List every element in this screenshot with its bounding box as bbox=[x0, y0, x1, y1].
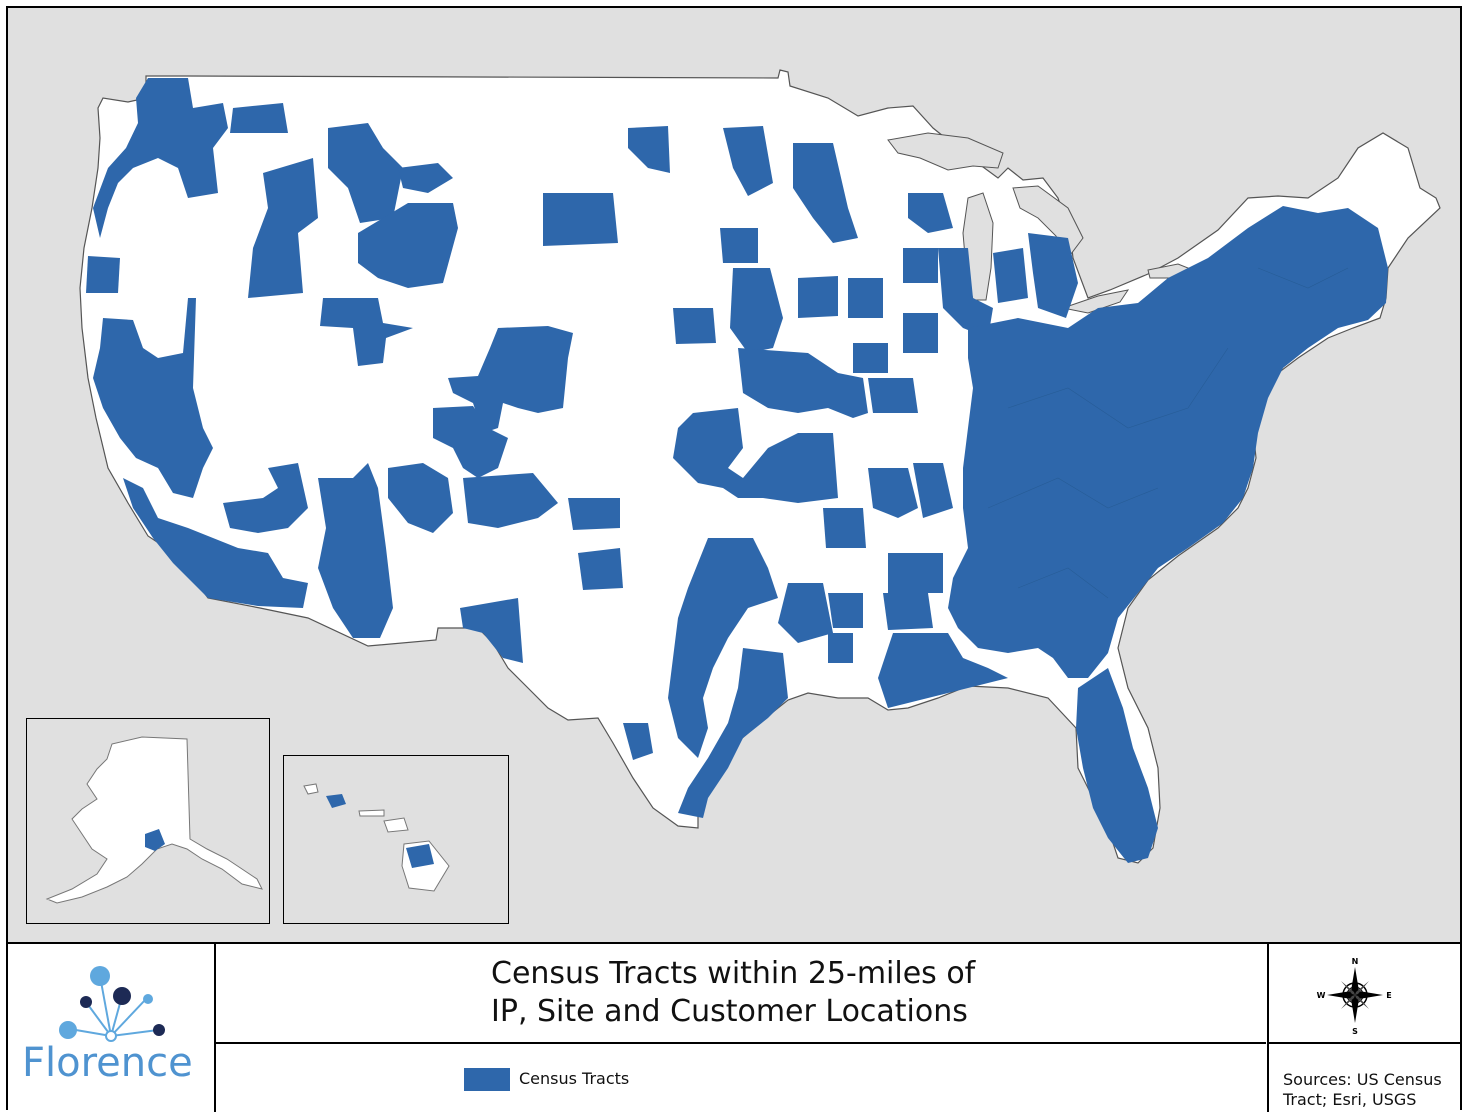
compass-south-label: S bbox=[1352, 1027, 1358, 1036]
tract-line bbox=[1257, 267, 1349, 289]
map-title-line-2: IP, Site and Customer Locations bbox=[491, 994, 968, 1029]
title-panel: Census Tracts within 25-miles of IP, Sit… bbox=[216, 944, 1266, 1044]
lake-superior bbox=[887, 132, 1004, 171]
alaska-map-svg bbox=[45, 736, 263, 904]
contiguous-us-map bbox=[8, 8, 1460, 942]
tract-cluster bbox=[853, 343, 888, 373]
tract-line bbox=[987, 477, 1159, 509]
big-island-tracts bbox=[406, 844, 434, 868]
tract-cluster bbox=[123, 478, 308, 608]
tract-cluster bbox=[230, 103, 288, 133]
hawaii-inset bbox=[283, 755, 509, 924]
tract-cluster bbox=[993, 248, 1028, 303]
tract-cluster bbox=[248, 158, 318, 298]
map-title-block: Florence Census Tracts within 25-miles o… bbox=[8, 942, 1462, 1112]
tract-cluster bbox=[668, 538, 778, 758]
tract-cluster bbox=[433, 406, 508, 478]
tract-cluster bbox=[388, 463, 453, 533]
tract-cluster bbox=[868, 468, 918, 518]
molecule-network-icon bbox=[59, 966, 165, 1042]
tract-cluster bbox=[823, 508, 866, 548]
tract-cluster bbox=[868, 378, 918, 413]
legend-panel: Census Tracts bbox=[216, 1044, 1266, 1112]
legend-label-census-tracts: Census Tracts bbox=[519, 1069, 630, 1088]
oahu-island bbox=[326, 794, 346, 808]
tract-cluster bbox=[1028, 233, 1078, 318]
molokai-island bbox=[358, 809, 385, 817]
tract-cluster bbox=[320, 298, 413, 366]
sources-text: Sources: US Census Tract; Esri, USGS bbox=[1283, 1070, 1442, 1109]
tract-cluster bbox=[318, 463, 393, 638]
compass-north-label: N bbox=[1352, 957, 1359, 966]
tract-cluster bbox=[398, 163, 453, 193]
kauai-island bbox=[303, 783, 319, 795]
tract-cluster bbox=[828, 593, 863, 628]
tract-cluster bbox=[628, 126, 670, 173]
tract-cluster bbox=[460, 598, 523, 663]
tract-cluster bbox=[93, 78, 228, 238]
tract-cluster bbox=[93, 298, 213, 498]
tract-cluster bbox=[358, 203, 458, 288]
tract-cluster bbox=[223, 463, 308, 533]
tract-cluster bbox=[578, 548, 623, 590]
tract-cluster bbox=[903, 313, 938, 353]
tract-cluster bbox=[328, 123, 403, 223]
legend-swatch-census-tracts bbox=[464, 1068, 510, 1091]
tract-cluster bbox=[878, 633, 1008, 708]
tract-cluster bbox=[828, 633, 853, 663]
sources-panel: Sources: US Census Tract; Esri, USGS bbox=[1267, 1044, 1462, 1112]
tract-cluster bbox=[903, 248, 938, 283]
tract-cluster bbox=[913, 463, 953, 518]
tract-cluster bbox=[448, 326, 573, 433]
tract-cluster bbox=[778, 583, 833, 643]
compass-east-label: E bbox=[1386, 991, 1391, 1000]
map-title-line-1: Census Tracts within 25-miles of bbox=[491, 956, 976, 991]
tract-cluster bbox=[730, 268, 783, 353]
tract-cluster bbox=[848, 278, 883, 318]
us-map-svg bbox=[79, 69, 1441, 864]
hawaii-map-svg bbox=[303, 783, 450, 892]
tract-cluster bbox=[798, 276, 838, 318]
compass-panel: N S E W bbox=[1267, 944, 1462, 1044]
tract-cluster bbox=[463, 473, 558, 528]
logo-wordmark: Florence bbox=[22, 1040, 193, 1086]
tract-cluster bbox=[673, 408, 838, 503]
tract-cluster bbox=[793, 143, 858, 243]
tract-line bbox=[1017, 567, 1109, 599]
tract-cluster bbox=[948, 206, 1388, 678]
lake-erie bbox=[1061, 289, 1130, 314]
tract-cluster bbox=[738, 348, 868, 418]
tract-cluster bbox=[908, 193, 953, 233]
map-title: Census Tracts within 25-miles of IP, Sit… bbox=[491, 955, 991, 1031]
tract-cluster bbox=[938, 248, 993, 338]
alaska-inset bbox=[26, 718, 270, 924]
tract-cluster bbox=[623, 723, 653, 760]
tract-cluster bbox=[1076, 668, 1158, 863]
census-tracts-layer bbox=[86, 78, 1388, 863]
alaska-tracts bbox=[145, 829, 165, 851]
tract-cluster bbox=[543, 193, 618, 246]
tract-line bbox=[1007, 347, 1229, 429]
alaska-land bbox=[45, 736, 263, 904]
tract-boundaries bbox=[987, 267, 1349, 599]
tract-cluster bbox=[678, 648, 788, 818]
maui-island bbox=[383, 817, 409, 833]
map-layout-frame: Florence Census Tracts within 25-miles o… bbox=[6, 6, 1462, 1112]
tract-cluster bbox=[888, 553, 943, 593]
compass-west-label: W bbox=[1317, 991, 1326, 1000]
tract-cluster bbox=[86, 256, 120, 293]
compass-rose-icon: N S E W bbox=[1317, 957, 1392, 1036]
tract-cluster bbox=[723, 126, 773, 196]
tract-cluster bbox=[720, 228, 758, 263]
tract-cluster bbox=[673, 308, 716, 344]
tract-cluster bbox=[883, 593, 933, 630]
logo-panel: Florence bbox=[8, 944, 216, 1112]
tract-cluster bbox=[568, 498, 620, 530]
